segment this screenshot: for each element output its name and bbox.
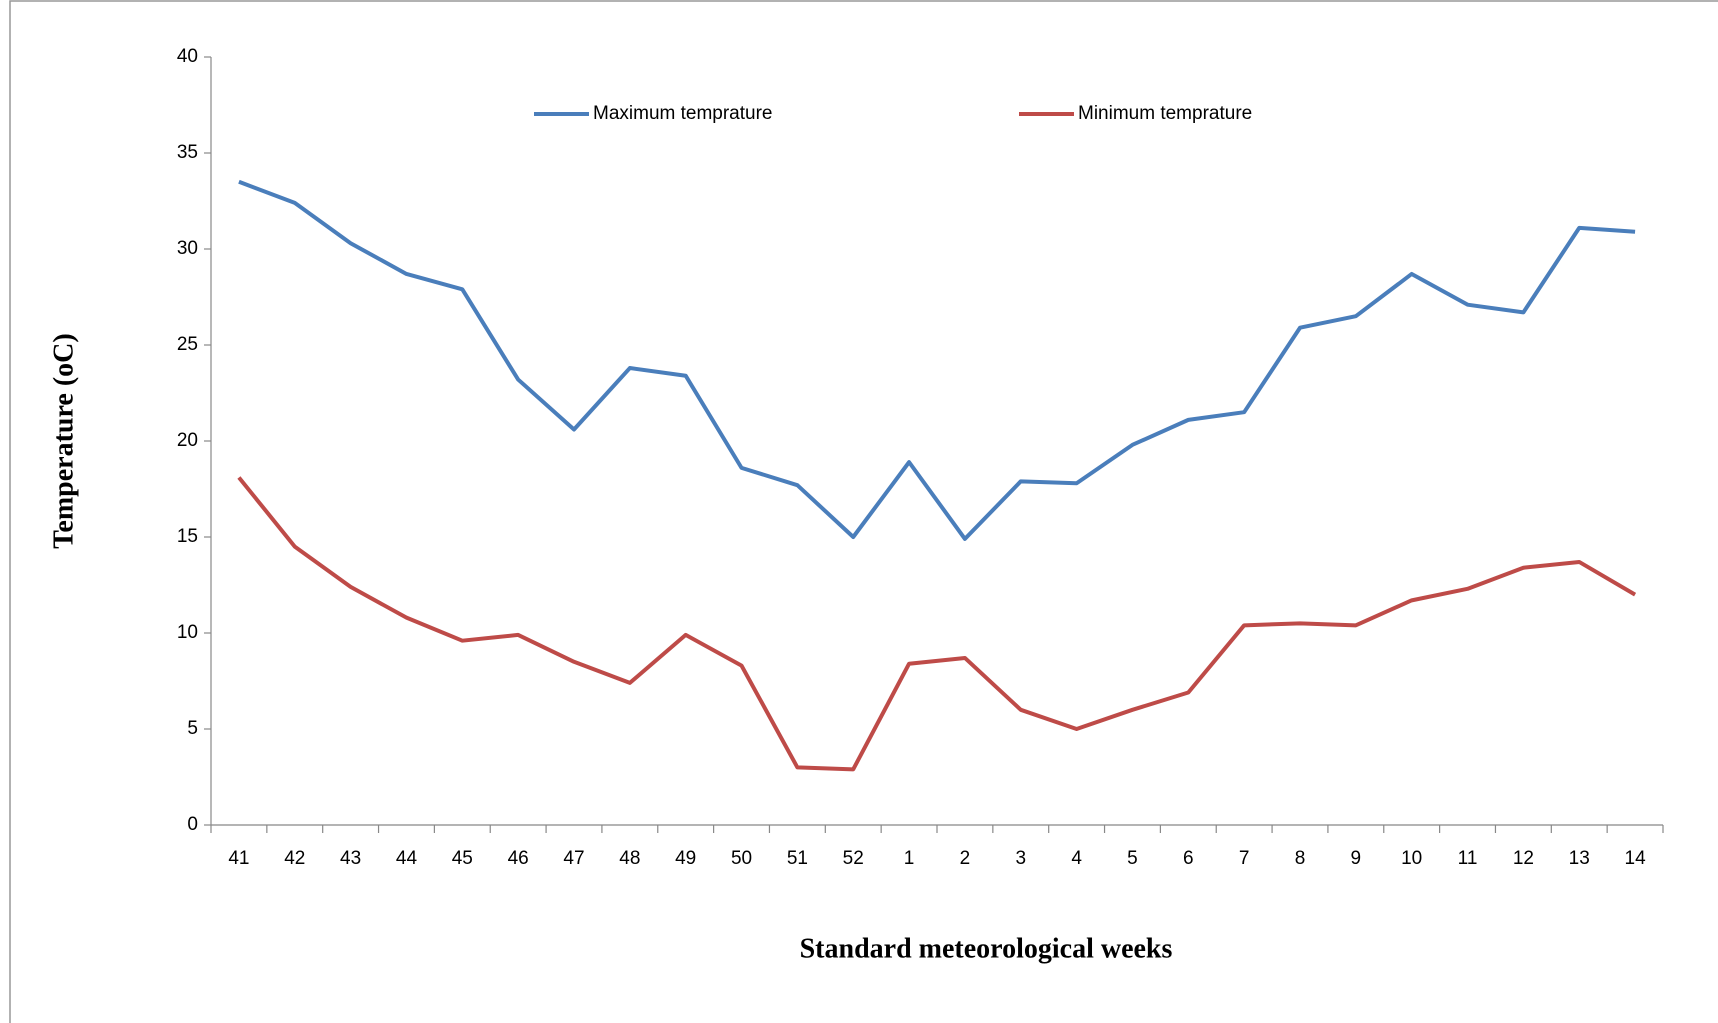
x-tick-label: 10	[1401, 848, 1422, 869]
x-tick-label: 1	[904, 848, 915, 869]
y-tick-label: 0	[187, 814, 198, 835]
y-tick-label: 40	[177, 46, 198, 67]
x-tick-label: 52	[843, 848, 864, 869]
y-tick-label: 5	[187, 718, 198, 739]
x-tick-label: 11	[1458, 848, 1478, 869]
x-axis-title: Standard meteorological weeks	[800, 933, 1173, 964]
x-tick-label: 13	[1569, 848, 1590, 869]
x-tick-label: 46	[508, 848, 529, 869]
y-tick-label: 15	[177, 526, 198, 547]
x-tick-label: 3	[1015, 848, 1026, 869]
x-tick-label: 4	[1071, 848, 1082, 869]
x-tick-label: 44	[396, 848, 418, 869]
x-tick-label: 6	[1183, 848, 1194, 869]
series-line	[237, 476, 1637, 772]
x-tick-label: 8	[1295, 848, 1306, 869]
x-tick-label: 41	[228, 848, 249, 869]
y-tick-label: 35	[177, 142, 198, 163]
x-tick-label: 48	[619, 848, 640, 869]
x-tick-label: 45	[452, 848, 473, 869]
y-tick-label: 20	[177, 430, 198, 451]
legend-label: Maximum temprature	[593, 103, 773, 124]
x-tick-label: 9	[1351, 848, 1362, 869]
x-tick-label: 49	[675, 848, 696, 869]
y-tick-label: 10	[177, 622, 198, 643]
y-tick-label: 25	[177, 334, 198, 355]
x-tick-label: 50	[731, 848, 752, 869]
x-tick-label: 51	[787, 848, 808, 869]
series-line	[238, 179, 1636, 541]
x-tick-label: 14	[1625, 848, 1647, 869]
frame	[9, 0, 1718, 1023]
legend-label: Minimum temprature	[1078, 103, 1252, 124]
x-tick-label: 47	[563, 848, 584, 869]
x-tick-label: 42	[284, 848, 305, 869]
x-tick-label: 12	[1513, 848, 1534, 869]
x-tick-label: 43	[340, 848, 361, 869]
y-tick-label: 30	[177, 238, 198, 259]
y-axis-title: Temperature (oC)	[48, 333, 79, 548]
x-tick-label: 5	[1127, 848, 1138, 869]
x-tick-label: 2	[960, 848, 971, 869]
x-tick-label: 7	[1239, 848, 1250, 869]
